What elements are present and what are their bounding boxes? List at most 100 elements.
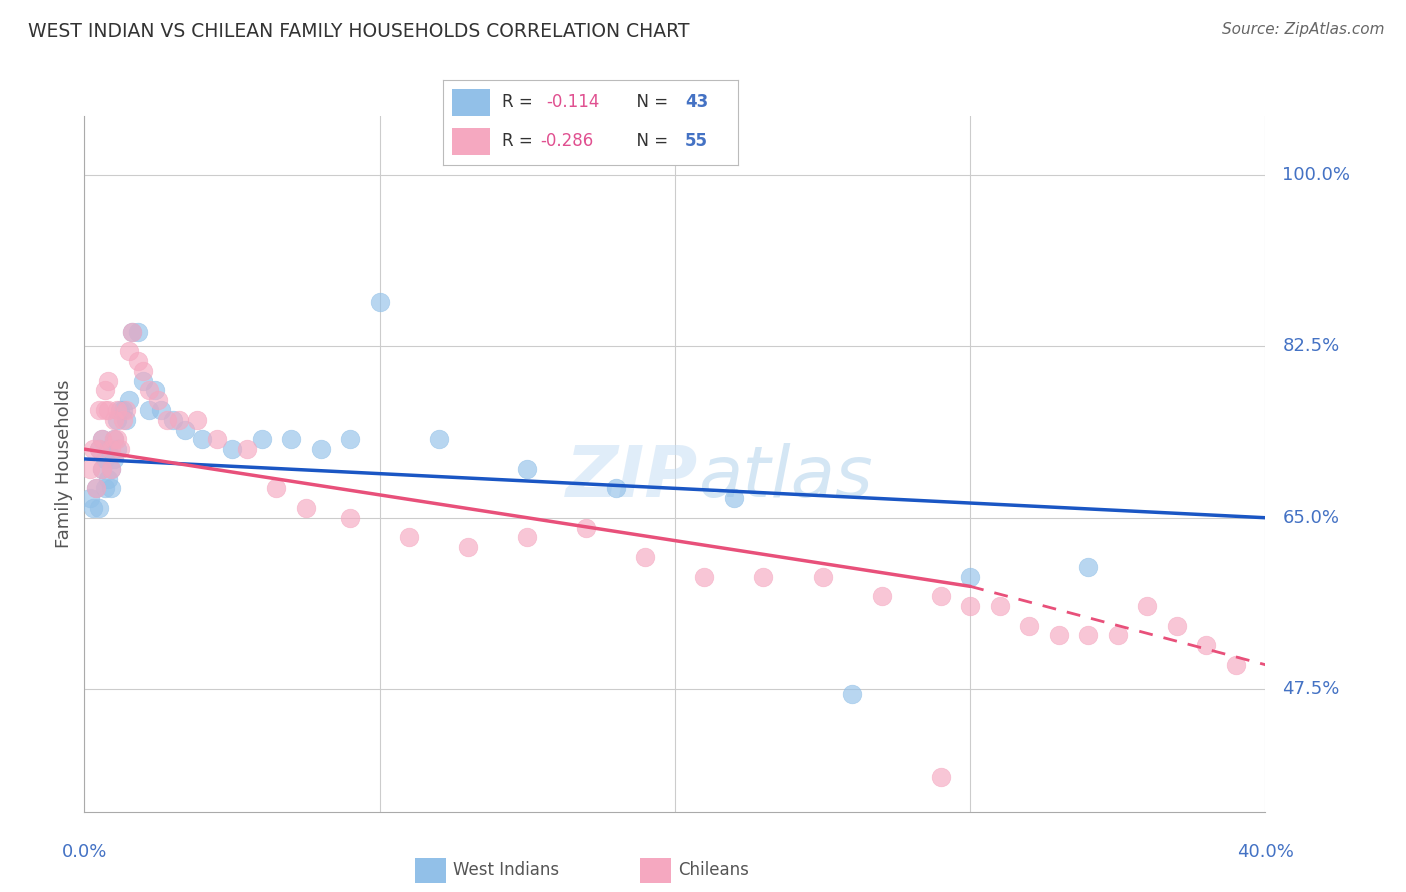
Point [132,374,155,388]
Y-axis label: Family Households: Family Households [55,380,73,548]
Point [97,442,120,457]
Text: West Indians: West Indians [453,861,558,879]
Point [150,403,173,417]
Point [1136,599,1159,613]
Point [156,413,179,427]
Point [1077,559,1099,574]
Point [82,500,104,515]
Point [221,442,243,457]
Text: -0.114: -0.114 [546,94,599,112]
Point [398,530,420,544]
Point [100,461,122,475]
Point [91,433,114,447]
Point [143,384,166,398]
Point [575,520,598,534]
Point [1077,628,1099,642]
Point [100,442,122,457]
Point [84,481,107,495]
Point [162,413,184,427]
Text: 43: 43 [685,94,709,112]
Point [752,569,775,583]
Point [929,589,952,603]
Point [605,481,627,495]
Point [97,374,120,388]
Text: 100.0%: 100.0% [1282,166,1350,184]
Point [91,461,114,475]
Point [84,481,107,495]
Text: ZIP: ZIP [567,443,699,512]
Point [132,364,155,378]
Point [94,452,117,467]
Point [87,500,111,515]
Point [91,461,114,475]
Point [264,481,288,495]
Text: Chileans: Chileans [678,861,748,879]
Point [339,510,361,524]
Point [693,569,716,583]
Point [105,433,128,447]
Point [87,442,111,457]
Point [114,403,136,417]
Point [100,481,122,495]
Point [1107,628,1129,642]
Point [205,433,228,447]
Point [105,413,128,427]
Text: 65.0%: 65.0% [1282,508,1340,527]
Text: R =: R = [502,94,543,112]
Point [309,442,332,457]
Point [108,442,131,457]
Point [111,413,134,427]
Point [427,433,450,447]
Point [121,325,143,339]
Point [103,413,125,427]
Point [959,599,981,613]
Point [79,461,101,475]
Point [959,569,981,583]
Point [280,433,302,447]
Text: 47.5%: 47.5% [1282,681,1340,698]
Point [1166,618,1188,632]
Point [103,433,125,447]
Text: 55: 55 [685,132,709,150]
Point [103,452,125,467]
Point [111,403,134,417]
Point [148,393,170,408]
Point [94,384,117,398]
Point [723,491,745,505]
Point [186,413,208,427]
Point [127,354,149,368]
Point [97,471,120,485]
Point [457,540,479,554]
Text: 0.0%: 0.0% [62,843,107,861]
Point [929,771,952,785]
Point [100,461,122,475]
Point [1195,638,1218,652]
Text: N =: N = [626,94,673,112]
Point [97,403,120,417]
Point [339,433,361,447]
Text: N =: N = [626,132,673,150]
Point [105,442,128,457]
Point [118,393,141,408]
Point [94,481,117,495]
Point [250,433,273,447]
Point [91,433,114,447]
Point [79,491,101,505]
Point [516,530,538,544]
Point [1047,628,1070,642]
Point [634,549,657,564]
Text: -0.286: -0.286 [540,132,593,150]
FancyBboxPatch shape [451,89,491,116]
Text: 40.0%: 40.0% [1237,843,1294,861]
Point [235,442,259,457]
Point [138,403,160,417]
Point [127,325,149,339]
Text: 82.5%: 82.5% [1282,337,1340,355]
Text: Source: ZipAtlas.com: Source: ZipAtlas.com [1222,22,1385,37]
Point [295,500,318,515]
Point [167,413,190,427]
Point [138,384,160,398]
Point [114,413,136,427]
Point [121,325,143,339]
Point [82,442,104,457]
